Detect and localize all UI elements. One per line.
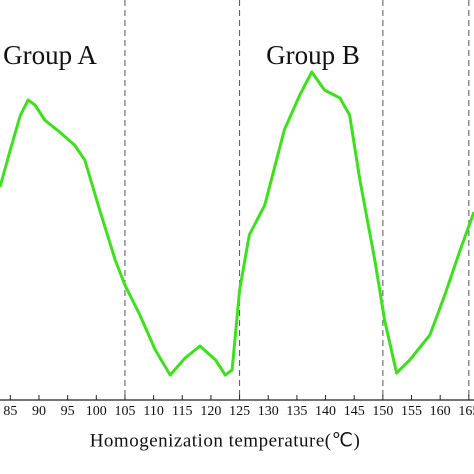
x-axis-label: Homogenization temperature(℃) xyxy=(90,430,361,451)
x-tick-label: 105 xyxy=(114,404,135,419)
x-tick-label: 155 xyxy=(401,404,422,419)
x-tick-label: 160 xyxy=(430,404,451,419)
group-label: Group B xyxy=(266,40,360,70)
x-tick-label: 130 xyxy=(258,404,279,419)
x-tick-label: 145 xyxy=(344,404,365,419)
x-tick-label: 85 xyxy=(3,404,17,419)
x-tick-label: 165 xyxy=(458,404,474,419)
x-tick-label: 115 xyxy=(172,404,192,419)
data-line xyxy=(0,70,474,377)
x-tick-label: 150 xyxy=(372,404,393,419)
x-tick-label: 140 xyxy=(315,404,336,419)
x-tick-label: 135 xyxy=(286,404,307,419)
group-label: Group A xyxy=(3,40,97,70)
x-tick-label: 110 xyxy=(143,404,163,419)
x-tick-label: 90 xyxy=(32,404,46,419)
x-tick-label: 100 xyxy=(86,404,107,419)
x-tick-label: 95 xyxy=(61,404,75,419)
x-tick-label: 125 xyxy=(229,404,250,419)
x-tick-label: 120 xyxy=(200,404,221,419)
